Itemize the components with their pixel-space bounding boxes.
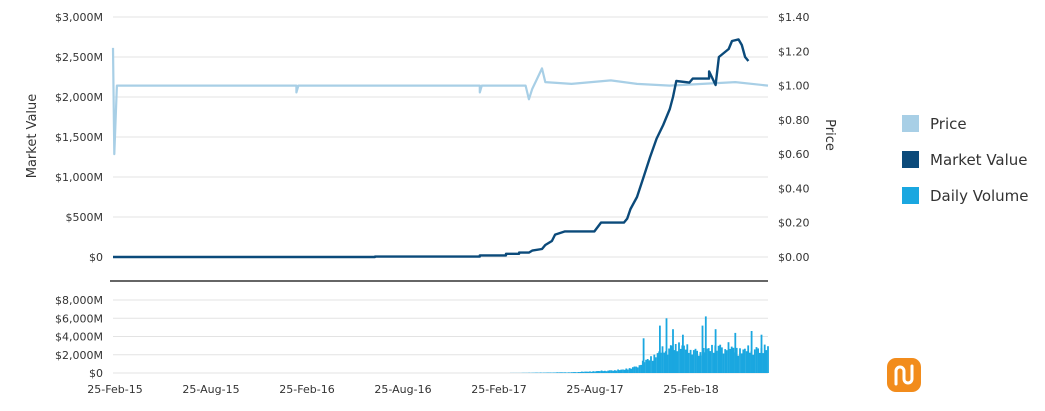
right-tick-label: $1.40: [778, 11, 810, 24]
legend-swatch-market-value: [902, 151, 919, 168]
legend-label-market-value: Market Value: [930, 151, 1028, 169]
volume-tick-label: $2,000M: [55, 349, 103, 362]
y-axis-title-left: Market Value: [25, 94, 40, 179]
right-tick-label: $0.60: [778, 148, 810, 161]
volume-tick-label: $6,000M: [55, 312, 103, 325]
left-axis-ticks: $3,000M $2,500M $2,000M $1,500M $1,000M $500M…: [55, 11, 103, 264]
left-tick-label: $1,500M: [55, 131, 103, 144]
right-tick-label: $0.20: [778, 217, 810, 230]
left-tick-label: $500M: [66, 211, 104, 224]
right-tick-label: $0.40: [778, 182, 810, 195]
left-tick-label: $3,000M: [55, 11, 103, 24]
main-gridlines: [113, 16, 768, 258]
left-tick-label: $2,000M: [55, 91, 103, 104]
x-tick-label: 25-Aug-16: [374, 383, 431, 396]
x-tick-label: 25-Feb-18: [663, 383, 718, 396]
volume-tick-label: $4,000M: [55, 331, 103, 344]
x-tick-label: 25-Feb-17: [471, 383, 526, 396]
x-tick-label: 25-Aug-15: [182, 383, 239, 396]
legend-label-price: Price: [930, 115, 967, 133]
legend-swatch-price: [902, 115, 919, 132]
volume-tick-label: $0: [89, 367, 103, 380]
x-axis-ticks: 25-Feb-15 25-Aug-15 25-Feb-16 25-Aug-16 25-F…: [87, 383, 718, 396]
series-line-market-value: [113, 38, 750, 259]
left-tick-label: $0: [89, 251, 103, 264]
right-tick-label: $1.20: [778, 45, 810, 58]
x-tick-label: 25-Feb-16: [279, 383, 334, 396]
right-tick-label: $1.00: [778, 80, 810, 93]
volume-axis-ticks: $8,000M $6,000M $4,000M $2,000M $0: [55, 294, 103, 380]
legend-swatch-daily-volume: [902, 187, 919, 204]
x-tick-label: 25-Feb-15: [87, 383, 142, 396]
right-axis-ticks: $1.40 $1.20 $1.00 $0.80 $0.60 $0.40 $0.20 $0.00: [778, 11, 810, 264]
series-line-price: [111, 47, 769, 156]
volume-bars: [509, 316, 769, 373]
y-axis-title-right: Price: [822, 119, 837, 151]
left-tick-label: $2,500M: [55, 51, 103, 64]
left-tick-label: $1,000M: [55, 171, 103, 184]
legend-label-daily-volume: Daily Volume: [930, 187, 1029, 205]
right-tick-label: $0.80: [778, 114, 810, 127]
volume-tick-label: $8,000M: [55, 294, 103, 307]
coin-logo-icon: [887, 358, 921, 392]
x-tick-label: 25-Aug-17: [566, 383, 623, 396]
legend: Price Market Value Daily Volume: [902, 115, 1029, 205]
right-tick-label: $0.00: [778, 251, 810, 264]
